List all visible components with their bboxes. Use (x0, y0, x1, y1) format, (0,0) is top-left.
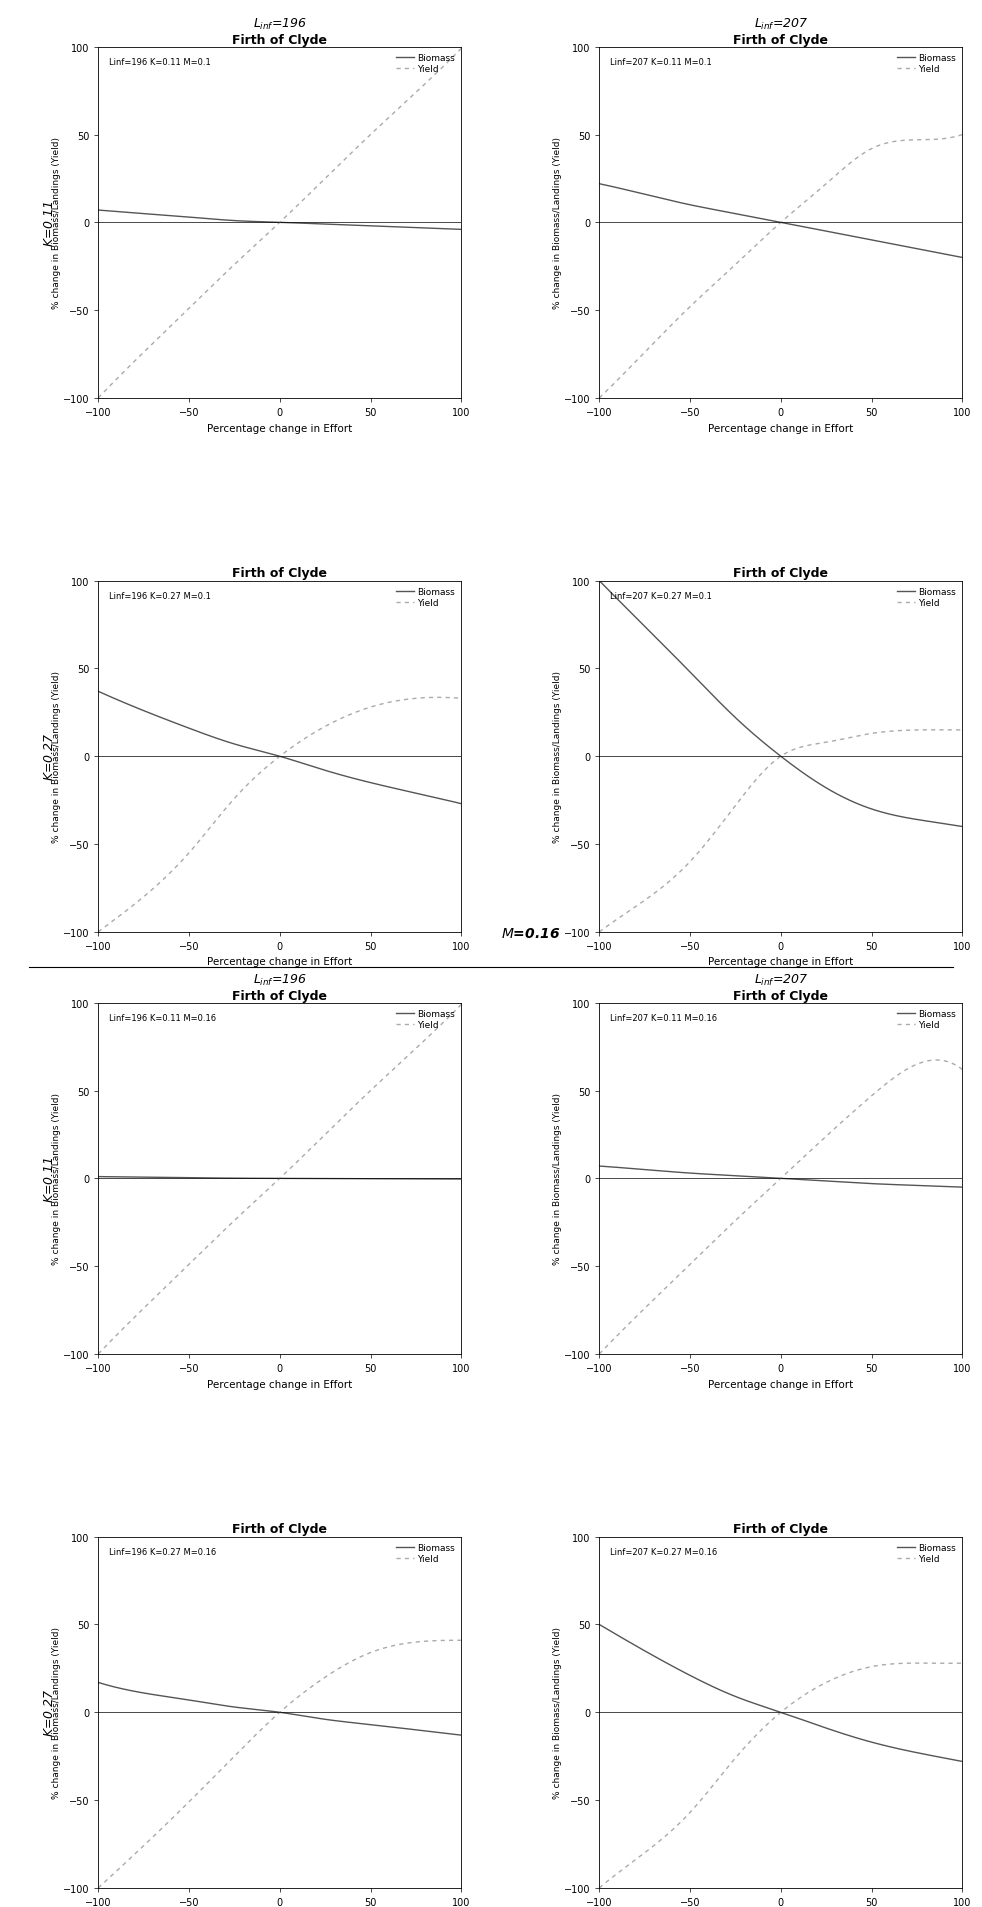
Legend: Biomass, Yield: Biomass, Yield (895, 585, 957, 608)
Y-axis label: % change in Biomass/Landings (Yield): % change in Biomass/Landings (Yield) (553, 1627, 563, 1798)
Text: $\mathit{K}$=0.27: $\mathit{K}$=0.27 (42, 1688, 56, 1737)
X-axis label: Percentage change in Effort: Percentage change in Effort (207, 423, 353, 433)
Title: Firth of Clyde: Firth of Clyde (233, 34, 327, 46)
Title: Firth of Clyde: Firth of Clyde (734, 990, 828, 1001)
Title: Firth of Clyde: Firth of Clyde (734, 566, 828, 580)
Y-axis label: % change in Biomass/Landings (Yield): % change in Biomass/Landings (Yield) (553, 671, 563, 843)
Text: $\mathit{K}$=0.11: $\mathit{K}$=0.11 (42, 200, 56, 246)
Text: Linf=207 K=0.27 M=0.1: Linf=207 K=0.27 M=0.1 (610, 591, 712, 601)
Text: $\mathit{L}_{inf}$=207: $\mathit{L}_{inf}$=207 (753, 17, 808, 32)
Title: Firth of Clyde: Firth of Clyde (233, 566, 327, 580)
Legend: Biomass, Yield: Biomass, Yield (394, 1007, 457, 1032)
Text: Linf=196 K=0.27 M=0.16: Linf=196 K=0.27 M=0.16 (109, 1547, 216, 1556)
Text: Linf=196 K=0.11 M=0.16: Linf=196 K=0.11 M=0.16 (109, 1015, 216, 1022)
Y-axis label: % change in Biomass/Landings (Yield): % change in Biomass/Landings (Yield) (553, 137, 563, 309)
Y-axis label: % change in Biomass/Landings (Yield): % change in Biomass/Landings (Yield) (52, 671, 61, 843)
Text: $\mathit{K}$=0.27: $\mathit{K}$=0.27 (42, 732, 56, 780)
Y-axis label: % change in Biomass/Landings (Yield): % change in Biomass/Landings (Yield) (52, 1093, 61, 1264)
X-axis label: Percentage change in Effort: Percentage change in Effort (207, 1379, 353, 1388)
Text: Linf=207 K=0.11 M=0.1: Linf=207 K=0.11 M=0.1 (610, 59, 712, 67)
X-axis label: Percentage change in Effort: Percentage change in Effort (207, 957, 353, 967)
Legend: Biomass, Yield: Biomass, Yield (394, 1541, 457, 1566)
Text: $\mathit{M}$=0.16: $\mathit{M}$=0.16 (501, 927, 560, 940)
Text: Linf=207 K=0.27 M=0.16: Linf=207 K=0.27 M=0.16 (610, 1547, 718, 1556)
Y-axis label: % change in Biomass/Landings (Yield): % change in Biomass/Landings (Yield) (553, 1093, 563, 1264)
X-axis label: Percentage change in Effort: Percentage change in Effort (708, 957, 853, 967)
Text: $\mathit{L}_{inf}$=196: $\mathit{L}_{inf}$=196 (252, 17, 306, 32)
Legend: Biomass, Yield: Biomass, Yield (895, 1007, 957, 1032)
Title: Firth of Clyde: Firth of Clyde (233, 1522, 327, 1535)
Legend: Biomass, Yield: Biomass, Yield (895, 51, 957, 76)
X-axis label: Percentage change in Effort: Percentage change in Effort (708, 1379, 853, 1388)
Text: Linf=207 K=0.11 M=0.16: Linf=207 K=0.11 M=0.16 (610, 1015, 717, 1022)
Text: Linf=196 K=0.27 M=0.1: Linf=196 K=0.27 M=0.1 (109, 591, 211, 601)
Legend: Biomass, Yield: Biomass, Yield (394, 51, 457, 76)
Legend: Biomass, Yield: Biomass, Yield (394, 585, 457, 608)
X-axis label: Percentage change in Effort: Percentage change in Effort (708, 423, 853, 433)
Text: Linf=196 K=0.11 M=0.1: Linf=196 K=0.11 M=0.1 (109, 59, 211, 67)
Text: $\mathit{L}_{inf}$=196: $\mathit{L}_{inf}$=196 (252, 973, 306, 988)
Y-axis label: % change in Biomass/Landings (Yield): % change in Biomass/Landings (Yield) (52, 1627, 61, 1798)
Text: $\mathit{K}$=0.11: $\mathit{K}$=0.11 (42, 1156, 56, 1201)
Title: Firth of Clyde: Firth of Clyde (233, 990, 327, 1001)
Title: Firth of Clyde: Firth of Clyde (734, 1522, 828, 1535)
Text: $\mathit{L}_{inf}$=207: $\mathit{L}_{inf}$=207 (753, 973, 808, 988)
Y-axis label: % change in Biomass/Landings (Yield): % change in Biomass/Landings (Yield) (52, 137, 61, 309)
Title: Firth of Clyde: Firth of Clyde (734, 34, 828, 46)
Legend: Biomass, Yield: Biomass, Yield (895, 1541, 957, 1566)
